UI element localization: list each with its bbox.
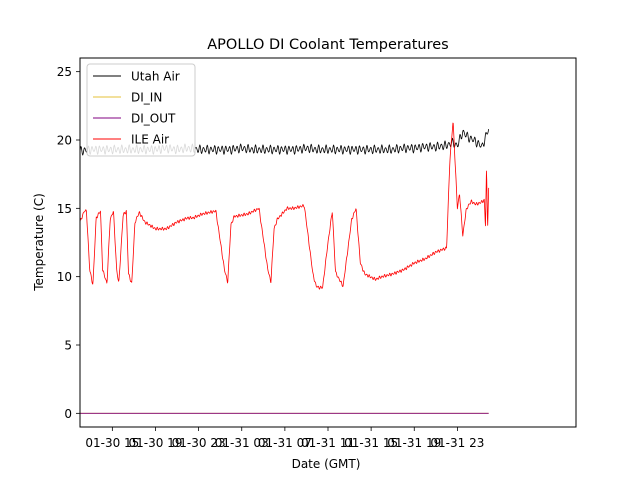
legend-box	[86, 63, 196, 157]
x-tick-label: 01-31 15	[344, 436, 398, 450]
y-tick-label: 15	[57, 202, 72, 216]
chart-title: APOLLO DI Coolant Temperatures	[207, 37, 448, 53]
y-axis-title: Temperature (C)	[32, 193, 46, 292]
legend: Utah Air DI_IN DI_OUT ILE Air	[86, 63, 196, 157]
series-line-ile-air	[80, 122, 490, 290]
legend-label-di-out: DI_OUT	[131, 112, 176, 126]
x-tick-label: 01-31 03	[215, 436, 269, 450]
y-tick-label: 0	[64, 407, 72, 421]
x-tick-label: 01-31 23	[430, 436, 484, 450]
x-tick-label: 01-30 23	[172, 436, 226, 450]
legend-label-di-in: DI_IN	[131, 91, 162, 105]
y-tick-label: 20	[57, 134, 72, 148]
y-tick-label: 25	[57, 65, 72, 79]
y-tick-label: 10	[57, 270, 72, 284]
legend-label-utah-air: Utah Air	[131, 70, 180, 84]
x-tick-label: 01-30 15	[85, 436, 139, 450]
legend-label-ile-air: ILE Air	[131, 133, 169, 147]
x-axis-title: Date (GMT)	[292, 457, 361, 471]
x-tick-label: 01-31 11	[301, 436, 355, 450]
y-tick-label: 5	[64, 339, 72, 353]
x-tick-label: 01-31 19	[387, 436, 441, 450]
x-tick-label: 01-31 07	[258, 436, 312, 450]
x-tick-label: 01-30 19	[129, 436, 183, 450]
